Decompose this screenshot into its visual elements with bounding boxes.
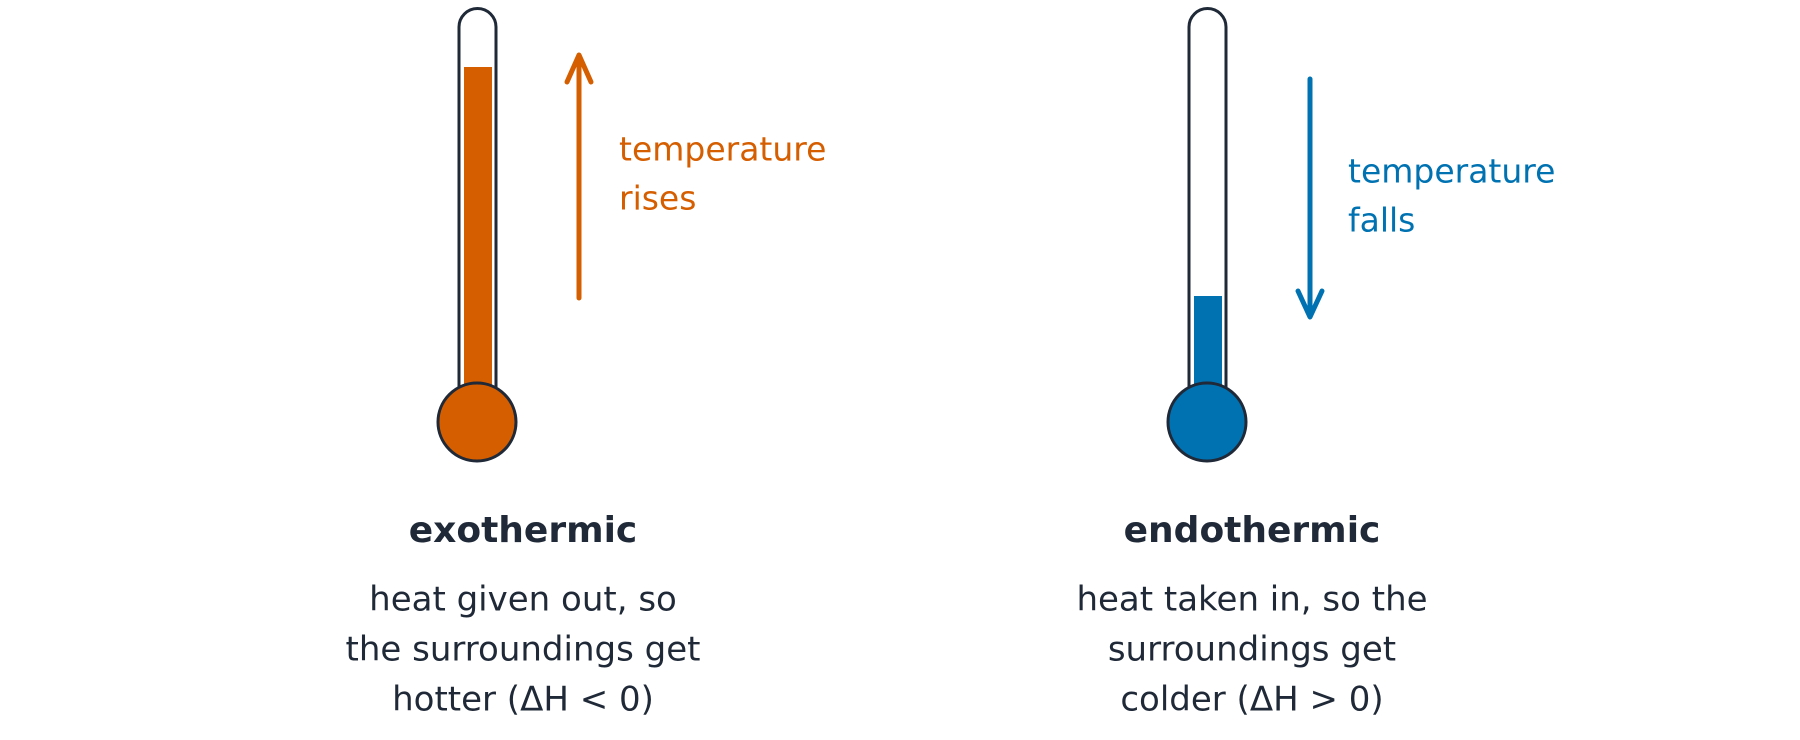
bulb (1166, 381, 1248, 463)
fall-arrow (1295, 76, 1325, 320)
arrow-label: temperature (1348, 152, 1555, 191)
description-line: heat taken in, so the (1076, 580, 1427, 620)
description-line: surroundings get (1108, 630, 1396, 670)
description-line: colder (ΔH > 0) (1120, 680, 1383, 720)
panel-title: endothermic (1124, 510, 1381, 551)
mercury (1194, 296, 1222, 396)
description-line: hotter (ΔH < 0) (392, 680, 654, 720)
exothermic-thermometer (436, 7, 518, 463)
arrow-head (564, 52, 594, 85)
bulb (436, 381, 518, 463)
rise-arrow (564, 52, 594, 301)
arrow-label: falls (1348, 201, 1415, 240)
mercury (464, 67, 492, 397)
description-line: heat given out, so (369, 580, 677, 620)
endothermic-thermometer (1166, 7, 1248, 463)
arrow-head (1295, 288, 1325, 320)
panel-title: exothermic (409, 510, 638, 551)
arrow-label: rises (619, 179, 696, 218)
description-line: the surroundings get (346, 630, 701, 670)
arrow-label: temperature (619, 130, 826, 169)
